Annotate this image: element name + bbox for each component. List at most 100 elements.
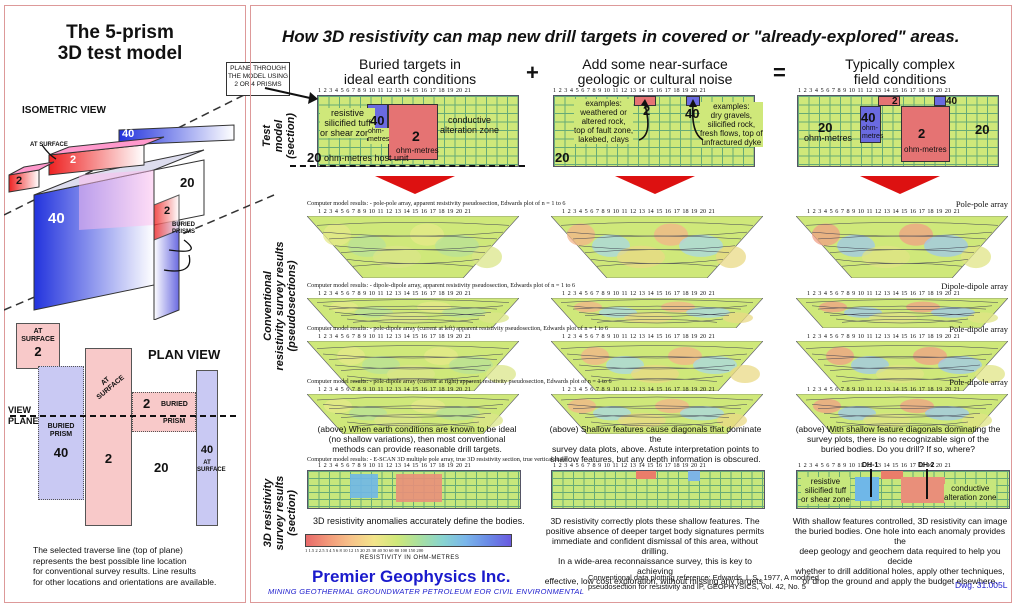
model3-val-40top: 40 <box>946 96 958 107</box>
model3-scale: 1 2 3 4 5 6 7 8 9 10 11 12 13 14 15 16 1… <box>798 87 951 94</box>
sec3d-scale-1: 1 2 3 4 5 6 7 8 9 10 11 12 13 14 15 16 1… <box>318 462 471 469</box>
plane-arrow <box>264 87 318 104</box>
pseudo-scale: 1 2 3 4 5 6 7 8 9 10 11 12 13 14 15 16 1… <box>318 333 471 340</box>
pseudosection-plot <box>551 341 763 391</box>
main-headline: How 3D resistivity can map new drill tar… <box>282 27 960 46</box>
array-type-label: Pole-pole array <box>955 199 1008 209</box>
iso-value-2c: 2 <box>164 205 171 217</box>
pseudosection-plot <box>551 394 763 434</box>
pseudosection-plot <box>307 298 519 328</box>
caption-col2: (above) Shallow features cause diagonals… <box>549 424 762 464</box>
iso-value-40: 40 <box>122 128 135 140</box>
dh1-label: DH-1 <box>862 462 879 469</box>
bottom-text-1: 3D resistivity anomalies accurately defi… <box>313 516 525 526</box>
colorbar <box>305 534 512 547</box>
iso-value-40b: 40 <box>48 210 65 227</box>
model1-scale: 1 2 3 4 5 6 7 8 9 10 11 12 13 14 15 16 1… <box>318 87 471 94</box>
caption-col3: (above) With shallow feature diagonals d… <box>795 424 1001 454</box>
pseudo-scale: 1 2 3 4 5 6 7 8 9 10 11 12 13 14 15 16 1… <box>562 333 715 340</box>
model3-resistive-shallow <box>934 96 946 106</box>
model3-ohm-b: ohm- metres <box>862 125 884 140</box>
pseudosection-plot <box>796 394 1008 434</box>
plan-at-surface-box-3: 40 AT SURFACE <box>196 370 226 526</box>
pseudo-scale: 1 2 3 4 5 6 7 8 9 10 11 12 13 14 15 16 1… <box>807 386 960 393</box>
left-note: The selected traverse line (top of plane… <box>33 545 217 587</box>
pseudo-scale: 1 2 3 4 5 6 7 8 9 10 11 12 13 14 15 16 1… <box>562 208 715 215</box>
red-arrow-3 <box>860 176 940 194</box>
sec3d-col3-blue <box>855 477 879 501</box>
model1-host-val: 20 <box>307 150 322 165</box>
sec3d-col2 <box>551 470 765 509</box>
plan-view-label: PLAN VIEW <box>148 347 221 362</box>
row-label-test-model: Test model (section) <box>261 113 297 159</box>
pseudo-scale: 1 2 3 4 5 6 7 8 9 10 11 12 13 14 15 16 1… <box>318 208 471 215</box>
col1-heading: Buried targets in ideal earth conditions <box>343 56 477 87</box>
model1-val-2: 2 <box>412 128 420 144</box>
plan-buried-prism-blue: BURIED PRISM 40 <box>38 366 84 500</box>
pseudo-caption: Computer model results: - pole-pole arra… <box>307 200 566 207</box>
pseudosection-plot <box>307 394 519 434</box>
reference: Conventional data plotting reference: Ed… <box>588 573 819 591</box>
company-tagline: MINING GEOTHERMAL GROUNDWATER PETROLEUM … <box>268 587 585 596</box>
pseudosection-plot <box>796 298 1008 328</box>
drawing-number: Dwg. 31.005L <box>955 580 1008 590</box>
col2-heading: Add some near-surface geologic or cultur… <box>577 56 733 87</box>
sec3d-scale-3: 1 2 3 4 5 6 7 8 9 10 11 12 13 14 15 16 1… <box>798 462 951 469</box>
sec3d-col3-red-shallow <box>881 471 903 479</box>
model3-conductive-shallow <box>878 96 900 106</box>
sec3d-conductive-label: conductive alteration zone <box>944 484 997 502</box>
pseudosection-plot <box>551 216 763 278</box>
sec3d-resistive-label: resistive silicified tuff or shear zone <box>801 477 850 504</box>
model1-val-40: 40 <box>370 113 385 128</box>
sec3d-col3-red <box>901 477 945 503</box>
model3-val-2top: 2 <box>892 96 898 107</box>
isometric-label: ISOMETRIC VIEW <box>22 105 106 116</box>
model2-arrows <box>638 99 704 141</box>
plan-at-surface-box-1: AT SURFACE 2 <box>16 323 60 369</box>
pseudo-scale: 1 2 3 4 5 6 7 8 9 10 11 12 13 14 15 16 1… <box>562 386 715 393</box>
bottom-text-2: 3D resistivity correctly plots these sha… <box>544 516 766 586</box>
model1-resistive-label: resistive silicified tuff or shear zone <box>320 108 376 138</box>
pseudo-caption: Computer model results: - dipole-dipole … <box>307 282 576 289</box>
plan-red-buried-large: AT SURFACE 2 <box>85 348 132 526</box>
sec3d-col1 <box>307 470 521 509</box>
row-label-3d: 3D resistivity survey results (section) <box>262 475 298 551</box>
pseudo-scale: 1 2 3 4 5 6 7 8 9 10 11 12 13 14 15 16 1… <box>318 290 471 297</box>
view-plane-label: VIEW PLANE <box>8 405 39 426</box>
iso-value-2b: 2 <box>16 175 23 187</box>
colorbar-label: RESISTIVITY IN OHM-METRES <box>360 555 460 561</box>
equals-sign: = <box>773 60 786 85</box>
pseudo-scale: 1 2 3 4 5 6 7 8 9 10 11 12 13 14 15 16 1… <box>318 386 471 393</box>
pseudo-scale: 1 2 3 4 5 6 7 8 9 10 11 12 13 14 15 16 1… <box>807 208 960 215</box>
sec3d-col2-blue <box>688 471 700 481</box>
model3-section <box>797 95 999 167</box>
main-panel <box>250 5 1012 603</box>
sec3d-scale-2: 1 2 3 4 5 6 7 8 9 10 11 12 13 14 15 16 1… <box>553 462 706 469</box>
model1-conductive-label: conductive alteration zone <box>440 115 500 135</box>
iso-value-2a: 2 <box>70 154 77 166</box>
model3-conductive-block <box>901 106 950 162</box>
pseudosection-plot <box>796 216 1008 278</box>
dh2-line <box>926 469 928 499</box>
model3-val-20a: 20 <box>818 120 833 135</box>
red-arrow-2 <box>615 176 695 194</box>
plus-sign: + <box>526 60 539 85</box>
col3-heading: Typically complex field conditions <box>845 56 955 87</box>
model3-resistive-block <box>860 106 881 143</box>
iso-value-20: 20 <box>180 175 195 190</box>
pseudo-caption: Computer model results: - pole-dipole ar… <box>307 325 609 332</box>
model3-ohm-a: ohm-metres <box>804 133 853 143</box>
pseudosection-plot <box>307 216 519 278</box>
left-panel <box>4 5 246 603</box>
model3-val-40: 40 <box>861 110 876 125</box>
red-arrow-1 <box>375 176 455 194</box>
model1-ohm-metres: ohm-metres <box>396 146 439 155</box>
sec3d-col2-red <box>636 471 656 479</box>
pseudo-scale: 1 2 3 4 5 6 7 8 9 10 11 12 13 14 15 16 1… <box>807 290 960 297</box>
pseudo-scale: 1 2 3 4 5 6 7 8 9 10 11 12 13 14 15 16 1… <box>562 290 715 297</box>
company-name: Premier Geophysics Inc. <box>312 567 511 586</box>
buried-prisms-label: BURIED PRISMS <box>172 222 196 235</box>
sec3d-col1-red <box>396 474 442 502</box>
pseudosection-plot <box>551 298 763 328</box>
left-title: The 5-prism 3D test model <box>57 22 183 64</box>
